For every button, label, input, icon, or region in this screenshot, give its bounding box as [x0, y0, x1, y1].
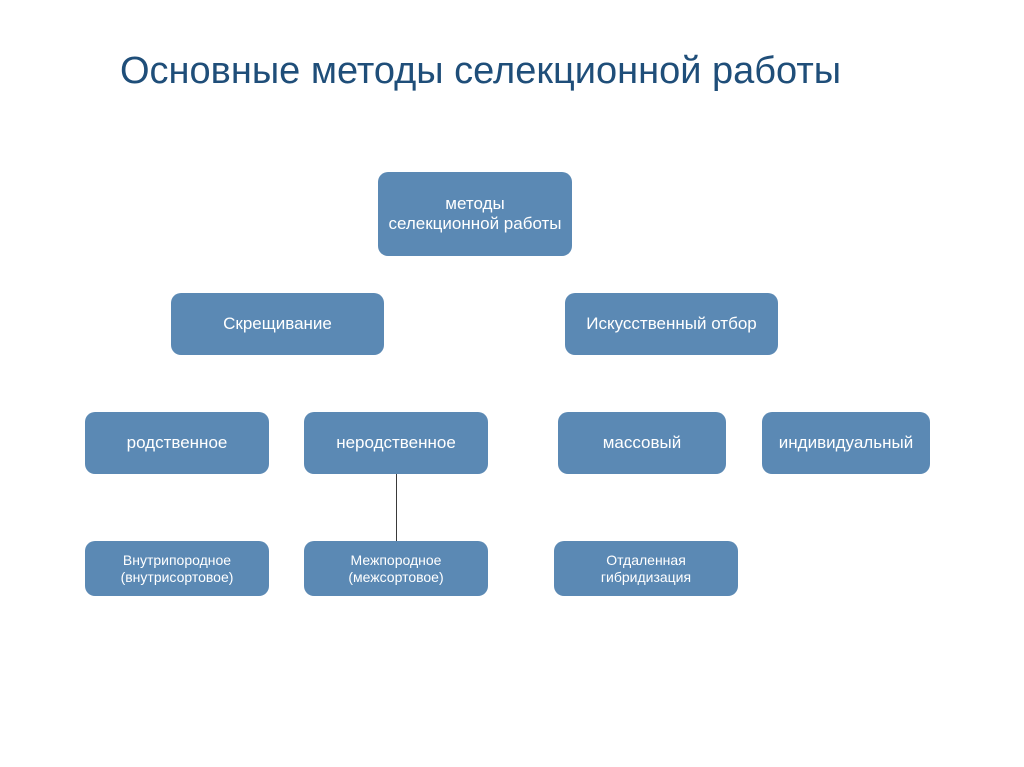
node-inter: Межпородное (межсортовое) [304, 541, 488, 596]
edge-unrelated-inter [396, 474, 397, 508]
node-root: методы селекционной работы [378, 172, 572, 256]
node-cross: Скрещивание [171, 293, 384, 355]
node-intra: Внутрипородное (внутрисортовое) [85, 541, 269, 596]
node-unrelated: неродственное [304, 412, 488, 474]
edge-unrelated-inter [396, 508, 397, 542]
node-individual: индивидуальный [762, 412, 930, 474]
node-select: Искусственный отбор [565, 293, 778, 355]
node-related: родственное [85, 412, 269, 474]
node-hybrid: Отдаленная гибридизация [554, 541, 738, 596]
node-mass: массовый [558, 412, 726, 474]
page-title: Основные методы селекционной работы [120, 48, 841, 96]
